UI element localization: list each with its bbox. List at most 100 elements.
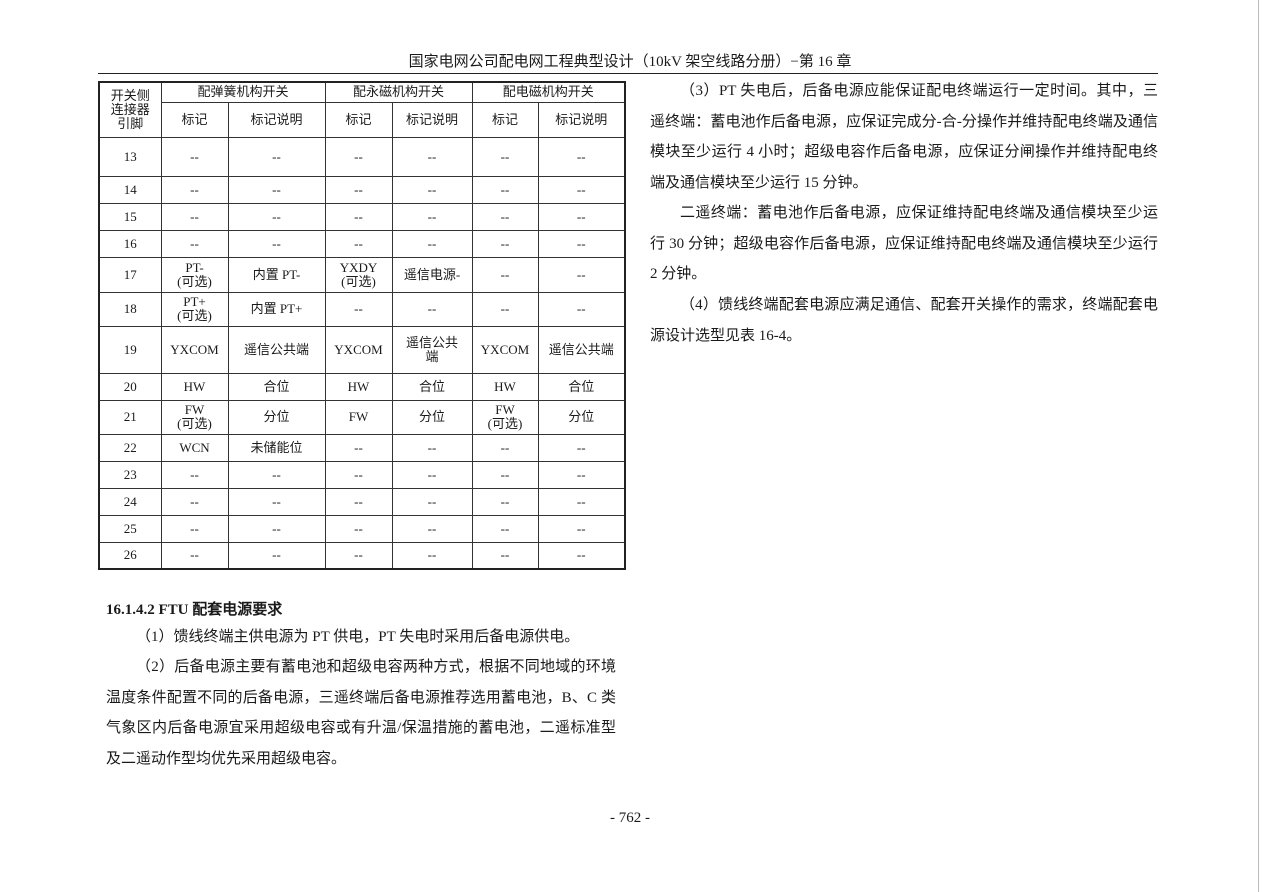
table-cell: -- — [324, 291, 393, 327]
table-cell: -- — [391, 514, 473, 543]
pin-number-cell: 20 — [98, 372, 162, 401]
pin-number-cell: 14 — [98, 175, 162, 204]
table-cell: -- — [324, 541, 393, 570]
table-cell: -- — [471, 175, 539, 204]
header-rule — [98, 73, 1158, 74]
sub-header: 标记说明 — [227, 101, 326, 138]
table-cell: -- — [537, 541, 626, 570]
pin-number-cell: 22 — [98, 433, 162, 462]
table-cell: -- — [324, 202, 393, 231]
pin-number-cell: 15 — [98, 202, 162, 231]
table-cell: 遥信公共端 — [537, 325, 626, 374]
table-row: 17 PT- (可选) 内置 PT- YXDY (可选) 遥信电源- -- -- — [98, 256, 626, 293]
pin-number-cell: 17 — [98, 256, 162, 293]
paragraph-4: （4）馈线终端配套电源应满足通信、配套开关操作的需求，终端配套电源设计选型见表 … — [650, 297, 1158, 344]
table-row: 24 -- -- -- -- -- -- — [98, 487, 626, 516]
table-cell: -- — [227, 175, 326, 204]
table-cell: -- — [227, 229, 326, 258]
table-cell: YXCOM — [471, 325, 539, 374]
table-cell: -- — [160, 487, 229, 516]
table-cell: WCN — [160, 433, 229, 462]
table-cell: HW — [160, 372, 229, 401]
table-row: 14 -- -- -- -- -- -- — [98, 175, 626, 204]
table-cell: -- — [160, 175, 229, 204]
table-cell: -- — [391, 487, 473, 516]
table-row: 22 WCN 未储能位 -- -- -- -- — [98, 433, 626, 462]
table-cell: -- — [324, 514, 393, 543]
table-cell: YXDY (可选) — [324, 256, 393, 293]
table-cell: -- — [227, 514, 326, 543]
pin-header: 开关侧 连接器 引脚 — [98, 81, 162, 138]
sub-header: 标记 — [471, 101, 539, 138]
table-cell: 遥信公共端 — [227, 325, 326, 374]
table-cell: 分位 — [537, 399, 626, 435]
running-header: 国家电网公司配电网工程典型设计（10kV 架空线路分册）−第 16 章 — [98, 50, 1158, 71]
table-row: 25 -- -- -- -- -- -- — [98, 514, 626, 543]
table-cell: FW (可选) — [471, 399, 539, 435]
table-cell: YXCOM — [324, 325, 393, 374]
table-cell: -- — [471, 229, 539, 258]
table-cell: -- — [537, 202, 626, 231]
table-cell: -- — [471, 487, 539, 516]
table-cell: -- — [537, 175, 626, 204]
table-cell: -- — [227, 487, 326, 516]
pin-number-cell: 16 — [98, 229, 162, 258]
table-cell: -- — [537, 487, 626, 516]
table-cell: -- — [537, 256, 626, 293]
table-cell: -- — [227, 460, 326, 489]
pin-number-cell: 13 — [98, 136, 162, 177]
table-cell: -- — [324, 136, 393, 177]
pin-number-cell: 18 — [98, 291, 162, 327]
table-cell: -- — [160, 202, 229, 231]
table-cell: -- — [537, 136, 626, 177]
table-cell: -- — [227, 541, 326, 570]
table-cell: 内置 PT- — [227, 256, 326, 293]
table-cell: -- — [160, 541, 229, 570]
section-heading: 16.1.4.2 FTU 配套电源要求 — [106, 602, 283, 618]
table-cell: -- — [160, 229, 229, 258]
table-cell: -- — [471, 460, 539, 489]
pin-number-cell: 19 — [98, 325, 162, 374]
pin-number-cell: 25 — [98, 514, 162, 543]
table-cell: -- — [391, 460, 473, 489]
table-cell: -- — [537, 433, 626, 462]
table-cell: 分位 — [391, 399, 473, 435]
table-cell: -- — [391, 202, 473, 231]
table-row: 15 -- -- -- -- -- -- — [98, 202, 626, 231]
table-row: 20 HW 合位 HW 合位 HW 合位 — [98, 372, 626, 401]
table-cell: -- — [537, 229, 626, 258]
table-cell: HW — [471, 372, 539, 401]
sub-header: 标记 — [324, 101, 393, 138]
table-cell: -- — [471, 541, 539, 570]
table-cell: -- — [324, 433, 393, 462]
sub-header: 标记 — [160, 101, 229, 138]
table-cell: 未储能位 — [227, 433, 326, 462]
table-cell: HW — [324, 372, 393, 401]
sub-header: 标记说明 — [391, 101, 473, 138]
table-cell: -- — [471, 291, 539, 327]
table-cell: FW (可选) — [160, 399, 229, 435]
table-cell: YXCOM — [160, 325, 229, 374]
table-cell: -- — [324, 460, 393, 489]
table-cell: -- — [324, 175, 393, 204]
table-cell: -- — [471, 256, 539, 293]
table-cell: -- — [537, 460, 626, 489]
paragraph-two-remote: 二遥终端：蓄电池作后备电源，应保证维持配电终端及通信模块至少运行 30 分钟；超… — [650, 205, 1158, 282]
page-number: - 762 - — [610, 810, 650, 826]
table-cell: -- — [160, 460, 229, 489]
table-cell: -- — [227, 202, 326, 231]
table-cell: 遥信公共 端 — [391, 325, 473, 374]
table-row: 26 -- -- -- -- -- -- — [98, 541, 626, 570]
pin-number-cell: 23 — [98, 460, 162, 489]
table-row: 21 FW (可选) 分位 FW 分位 FW (可选) 分位 — [98, 399, 626, 435]
table-cell: -- — [471, 433, 539, 462]
pin-number-cell: 21 — [98, 399, 162, 435]
paragraph-1: （1）馈线终端主供电源为 PT 供电，PT 失电时采用后备电源供电。 — [136, 629, 580, 645]
table-cell: -- — [391, 291, 473, 327]
table-cell: -- — [391, 433, 473, 462]
table-cell: 遥信电源- — [391, 256, 473, 293]
table-row: 23 -- -- -- -- -- -- — [98, 460, 626, 489]
table-cell: -- — [160, 514, 229, 543]
table-cell: -- — [391, 175, 473, 204]
table-cell: 合位 — [391, 372, 473, 401]
